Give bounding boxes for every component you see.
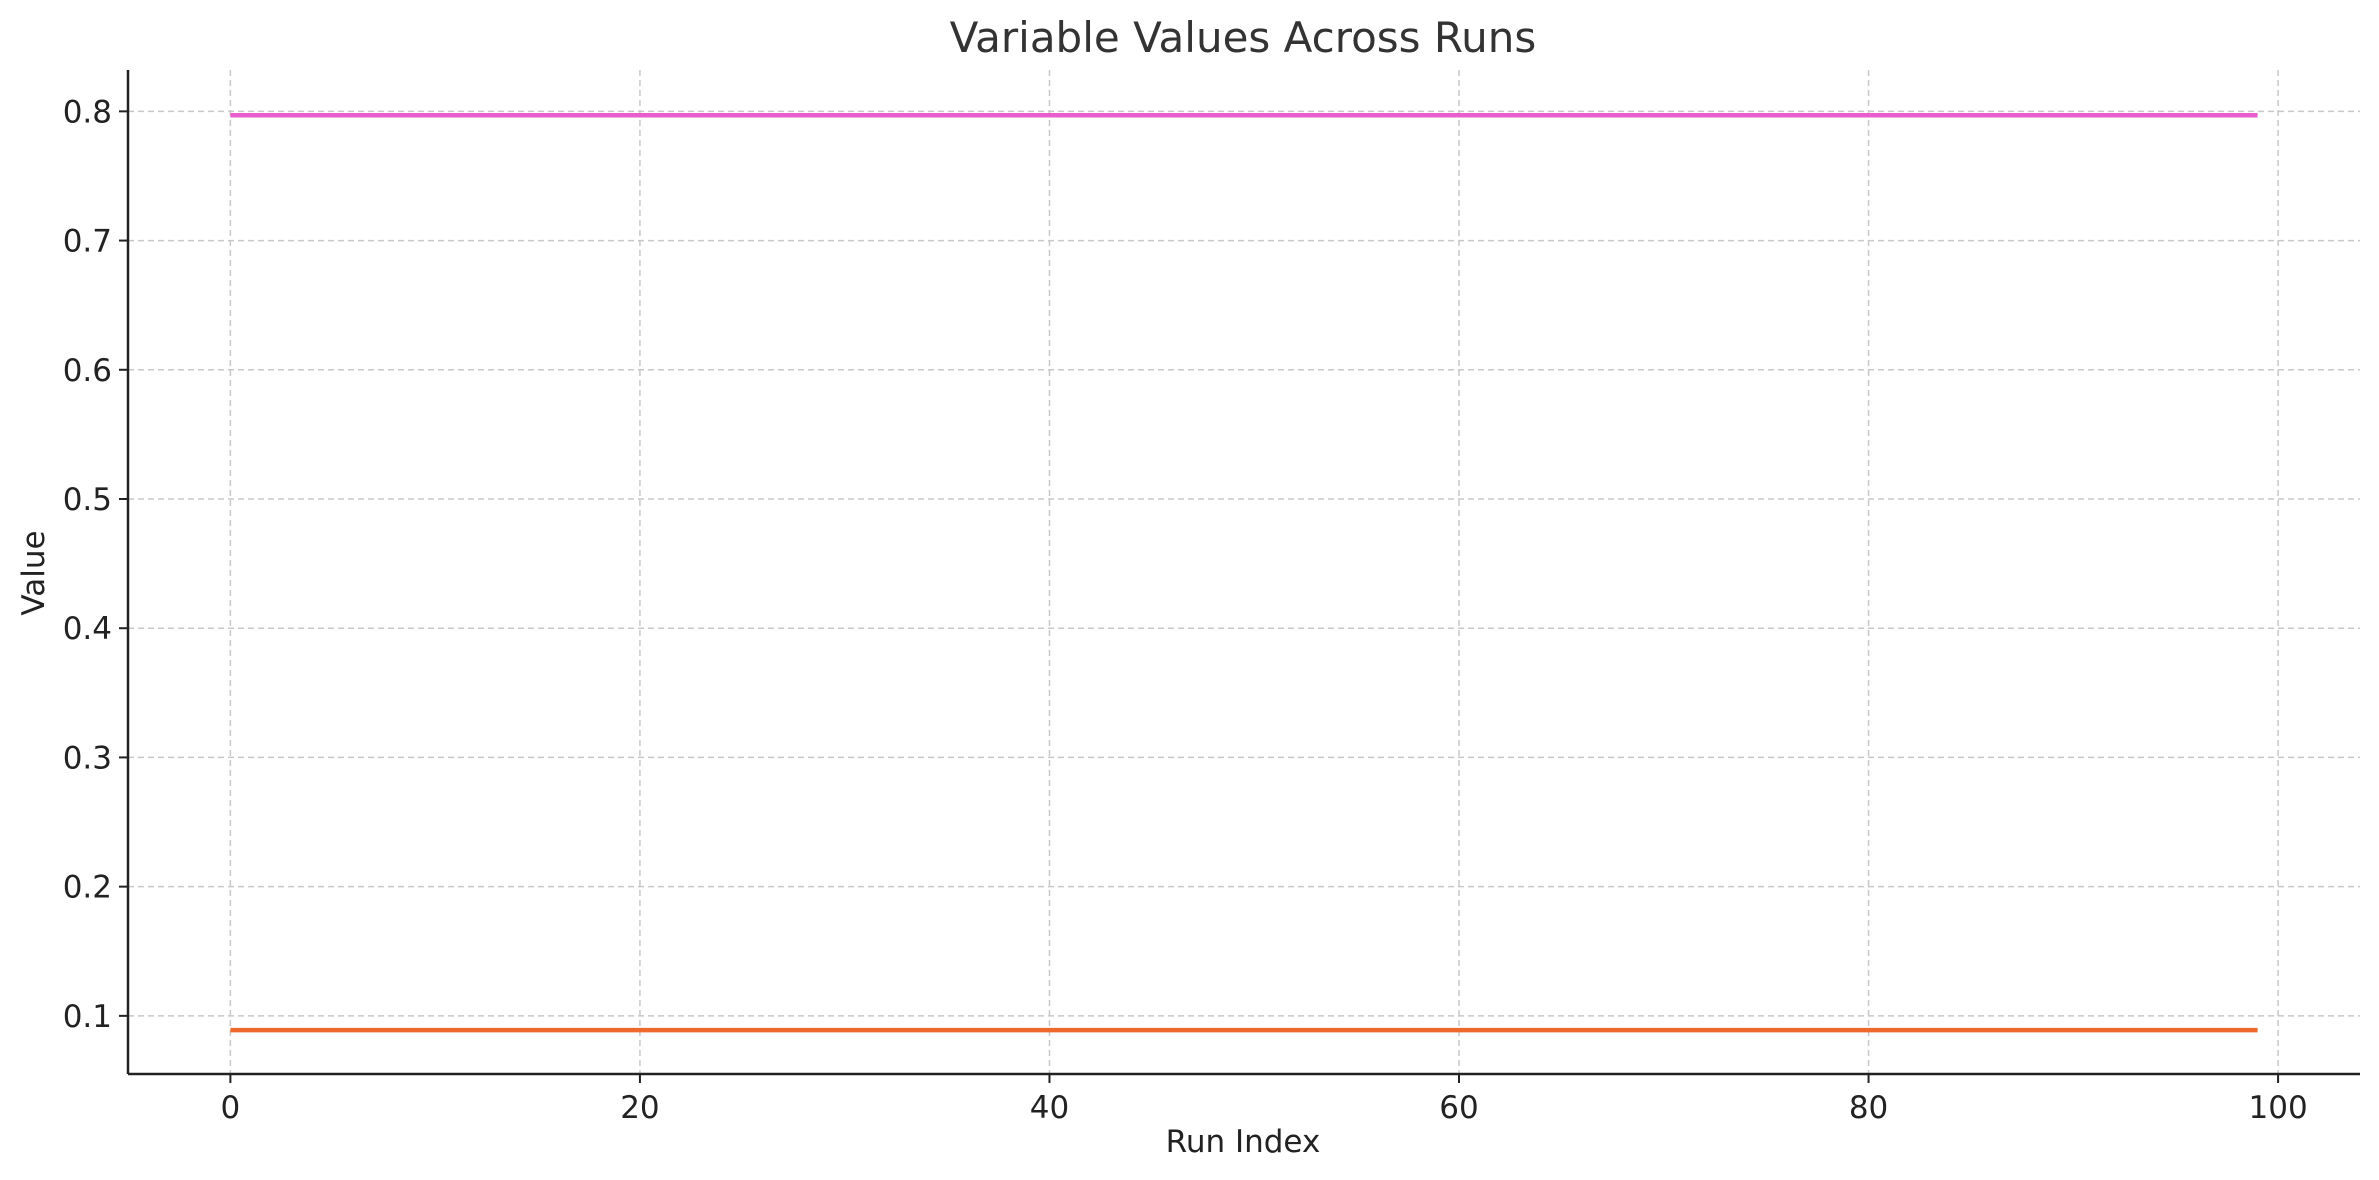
grid xyxy=(128,70,2360,1074)
chart-title: Variable Values Across Runs xyxy=(950,13,1537,62)
y-tick-label: 0.7 xyxy=(63,224,112,260)
y-tick-label: 0.4 xyxy=(63,611,112,647)
x-tick-label: 0 xyxy=(221,1090,241,1126)
y-axis-label: Value xyxy=(16,530,52,615)
y-tick-label: 0.8 xyxy=(63,94,112,130)
x-tick-label: 20 xyxy=(620,1090,659,1126)
y-tick-label: 0.3 xyxy=(63,740,112,776)
x-tick-label: 60 xyxy=(1439,1090,1478,1126)
y-tick-label: 0.2 xyxy=(63,870,112,906)
y-tick-label: 0.5 xyxy=(63,482,112,518)
axes xyxy=(126,70,2360,1076)
series-layer xyxy=(230,112,2258,1033)
x-axis-label: Run Index xyxy=(1166,1124,1321,1160)
ticks: 0 20 40 60 80 100 0.1 0.2 0.3 0.4 0.5 0.6 0.7 0.8 xyxy=(63,94,2308,1126)
x-tick-label: 40 xyxy=(1030,1090,1069,1126)
x-tick-label: 100 xyxy=(2249,1090,2308,1126)
y-tick-label: 0.1 xyxy=(63,999,112,1035)
y-tick-label: 0.6 xyxy=(63,353,112,389)
x-tick-label: 80 xyxy=(1849,1090,1888,1126)
